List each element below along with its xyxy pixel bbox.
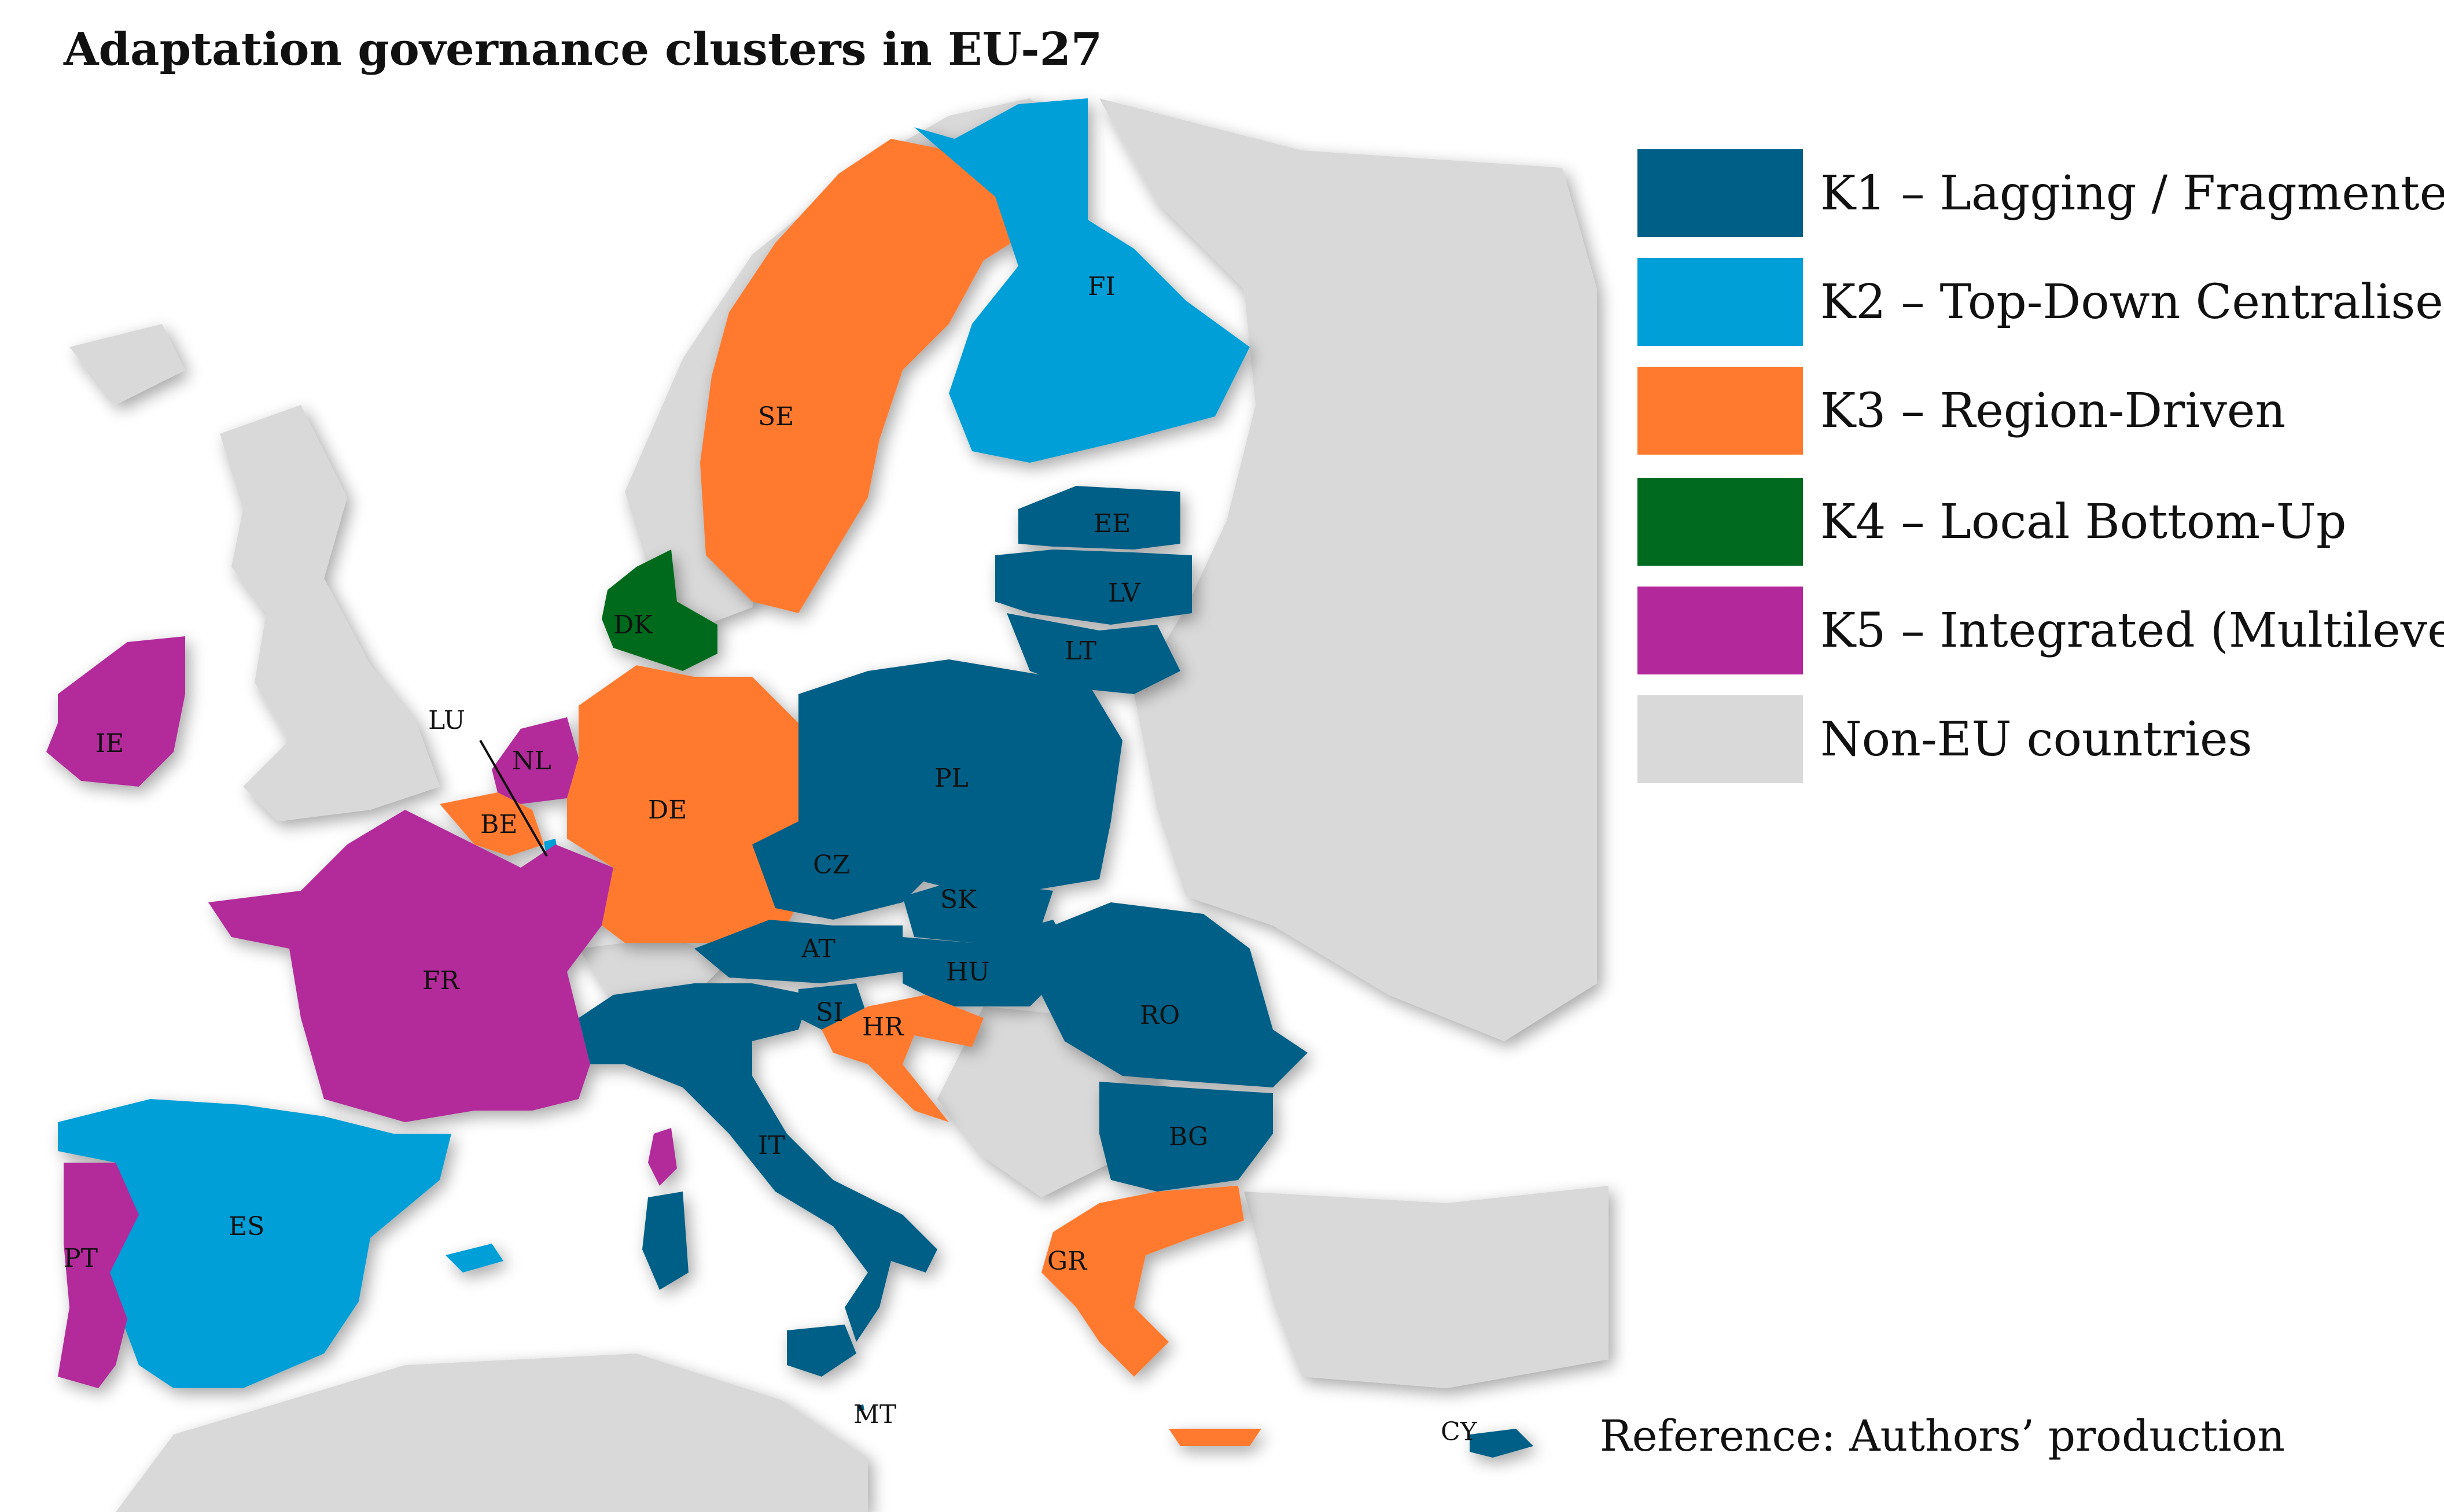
country-SK[interactable] [903,879,1053,943]
label-DK: DK [613,610,653,640]
legend-label: Non-EU countries [1820,711,2252,767]
label-GR: GR [1047,1247,1088,1276]
country-ES-baleares[interactable] [446,1244,503,1273]
legend-swatch [1637,587,1803,674]
lu-leader-line [479,740,548,857]
country-CY[interactable] [1470,1429,1533,1458]
country-FR-corsica[interactable] [648,1128,677,1186]
non-eu-russia [1099,98,1597,1041]
country-BE[interactable] [440,792,544,856]
label-NL: NL [512,746,551,776]
legend-swatch [1637,258,1803,346]
country-MT[interactable] [857,1404,864,1411]
label-DE: DE [648,795,687,825]
country-PL[interactable] [798,659,1122,891]
label-CZ: CZ [813,850,850,880]
label-BG: BG [1169,1122,1208,1152]
map-legend: K1 – Lagging / Fragmented K2 – Top-Down C… [1637,149,2444,804]
label-RO: RO [1140,1001,1180,1030]
legend-label: K3 – Region-Driven [1820,383,2286,438]
label-EE: EE [1094,509,1131,539]
country-ES[interactable] [58,1099,451,1388]
country-RO[interactable] [1041,902,1308,1087]
legend-item-k1: K1 – Lagging / Fragmented [1637,149,2444,237]
label-FR: FR [422,966,461,995]
label-LT: LT [1065,636,1096,666]
label-BE: BE [480,810,517,839]
country-IT-sardinia[interactable] [642,1192,689,1290]
label-ES: ES [229,1212,264,1241]
legend-label: K5 – Integrated (Multilevel) [1820,603,2444,658]
country-FI[interactable] [914,98,1250,463]
non-eu-iceland-like [69,324,185,405]
legend-item-non_eu: Non-EU countries [1637,695,2444,783]
label-PL: PL [934,764,969,793]
label-CY: CY [1441,1417,1478,1447]
non-eu-turkey [1244,1186,1609,1388]
legend-swatch [1637,695,1803,783]
label-IE: IE [95,729,124,758]
legend-item-k3: K3 – Region-Driven [1637,367,2444,455]
legend-label: K1 – Lagging / Fragmented [1820,165,2444,221]
country-PT[interactable] [58,1163,139,1388]
country-LV[interactable] [995,550,1192,625]
label-HR: HR [862,1012,904,1042]
country-GR-crete[interactable] [1169,1429,1261,1446]
label-HU: HU [946,957,989,987]
legend-swatch [1637,149,1803,237]
legend-label: K4 – Local Bottom-Up [1820,494,2347,550]
country-EE[interactable] [1018,486,1180,550]
legend-item-k4: K4 – Local Bottom-Up [1637,478,2444,566]
country-SE[interactable] [700,139,1030,613]
map-title: Adaptation governance clusters in EU-27 [64,23,1103,76]
label-FI: FI [1088,272,1116,301]
country-IT-sicily[interactable] [787,1325,856,1377]
country-BG[interactable] [1099,1082,1273,1192]
country-HU[interactable] [903,920,1076,1006]
label-LU: LU [428,706,465,735]
reference-note: Reference: Authors’ production [1600,1411,2285,1461]
legend-swatch [1637,478,1803,566]
country-labels: SE FI EE LV LT DK IE LU NL BE DE PL CZ S… [64,272,1478,1447]
country-HR[interactable] [822,995,984,1122]
country-NL[interactable] [492,717,579,804]
label-SE: SE [758,402,794,432]
non-eu-north-africa [116,1354,868,1512]
country-IE[interactable] [46,636,185,787]
country-LT[interactable] [1007,613,1180,694]
country-CZ[interactable] [752,821,926,920]
country-DE[interactable] [567,665,810,943]
label-AT: AT [801,934,835,964]
country-GR[interactable] [1041,1186,1244,1377]
country-FR[interactable] [208,810,613,1122]
legend-item-k2: K2 – Top-Down Centralised [1637,258,2444,346]
legend-swatch [1637,367,1803,455]
country-IT[interactable] [579,983,937,1342]
label-SI: SI [816,998,844,1027]
label-LV: LV [1108,578,1141,608]
eu-countries [46,98,1533,1458]
label-MT: MT [853,1400,896,1429]
legend-label: K2 – Top-Down Centralised [1820,274,2444,330]
label-PT: PT [64,1244,98,1273]
country-AT[interactable] [694,920,903,983]
country-DK[interactable] [602,550,717,671]
label-SK: SK [940,885,977,914]
legend-item-k5: K5 – Integrated (Multilevel) [1637,587,2444,674]
label-IT: IT [758,1131,785,1160]
non-eu-uk [220,405,440,821]
